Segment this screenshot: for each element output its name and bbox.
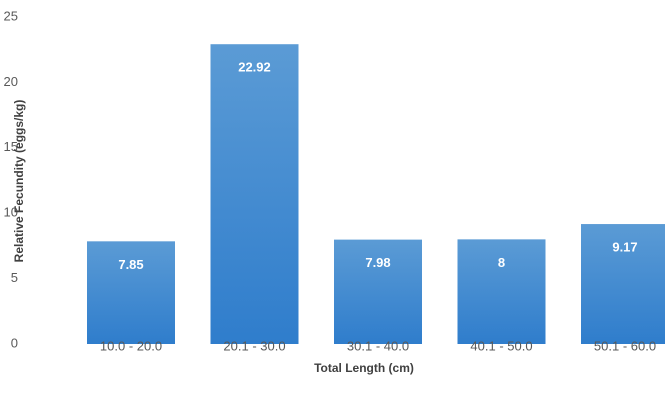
- bar-data-label: 22.92: [238, 60, 271, 75]
- bar: [457, 239, 546, 344]
- bar-data-label: 8: [498, 255, 505, 270]
- bar-data-label: 9.17: [612, 239, 637, 254]
- x-tick-label: 30.1 - 40.0: [347, 338, 409, 353]
- bar: [87, 241, 175, 344]
- bar: [210, 44, 299, 345]
- x-axis-title: Total Length (cm): [314, 361, 414, 375]
- x-tick-label: 20.1 - 30.0: [223, 338, 285, 353]
- bar: [581, 224, 665, 344]
- y-tick-label: 20: [4, 74, 18, 89]
- y-axis-title: Relative Fecundity (eggs/kg): [12, 100, 26, 263]
- y-axis-ticks: 0 5 10 15 20 25: [4, 8, 18, 350]
- x-tick-label: 50.1 - 60.0: [594, 338, 656, 353]
- bar: [334, 239, 422, 344]
- y-tick-label: 0: [11, 335, 18, 350]
- y-tick-label: 5: [11, 270, 18, 285]
- y-tick-label: 25: [4, 8, 18, 23]
- x-axis-ticks: 10.0 - 20.0 20.1 - 30.0 30.1 - 40.0 40.1 - …: [100, 338, 656, 353]
- x-tick-label: 40.1 - 50.0: [470, 338, 532, 353]
- bars-group: 7.85 22.92 7.98 8 9.17: [87, 44, 665, 345]
- y-tick-label: 10: [4, 205, 18, 220]
- x-tick-label: 10.0 - 20.0: [100, 338, 162, 353]
- bar-data-label: 7.85: [118, 257, 143, 272]
- y-tick-label: 15: [4, 139, 18, 154]
- bar-data-label: 7.98: [365, 255, 390, 270]
